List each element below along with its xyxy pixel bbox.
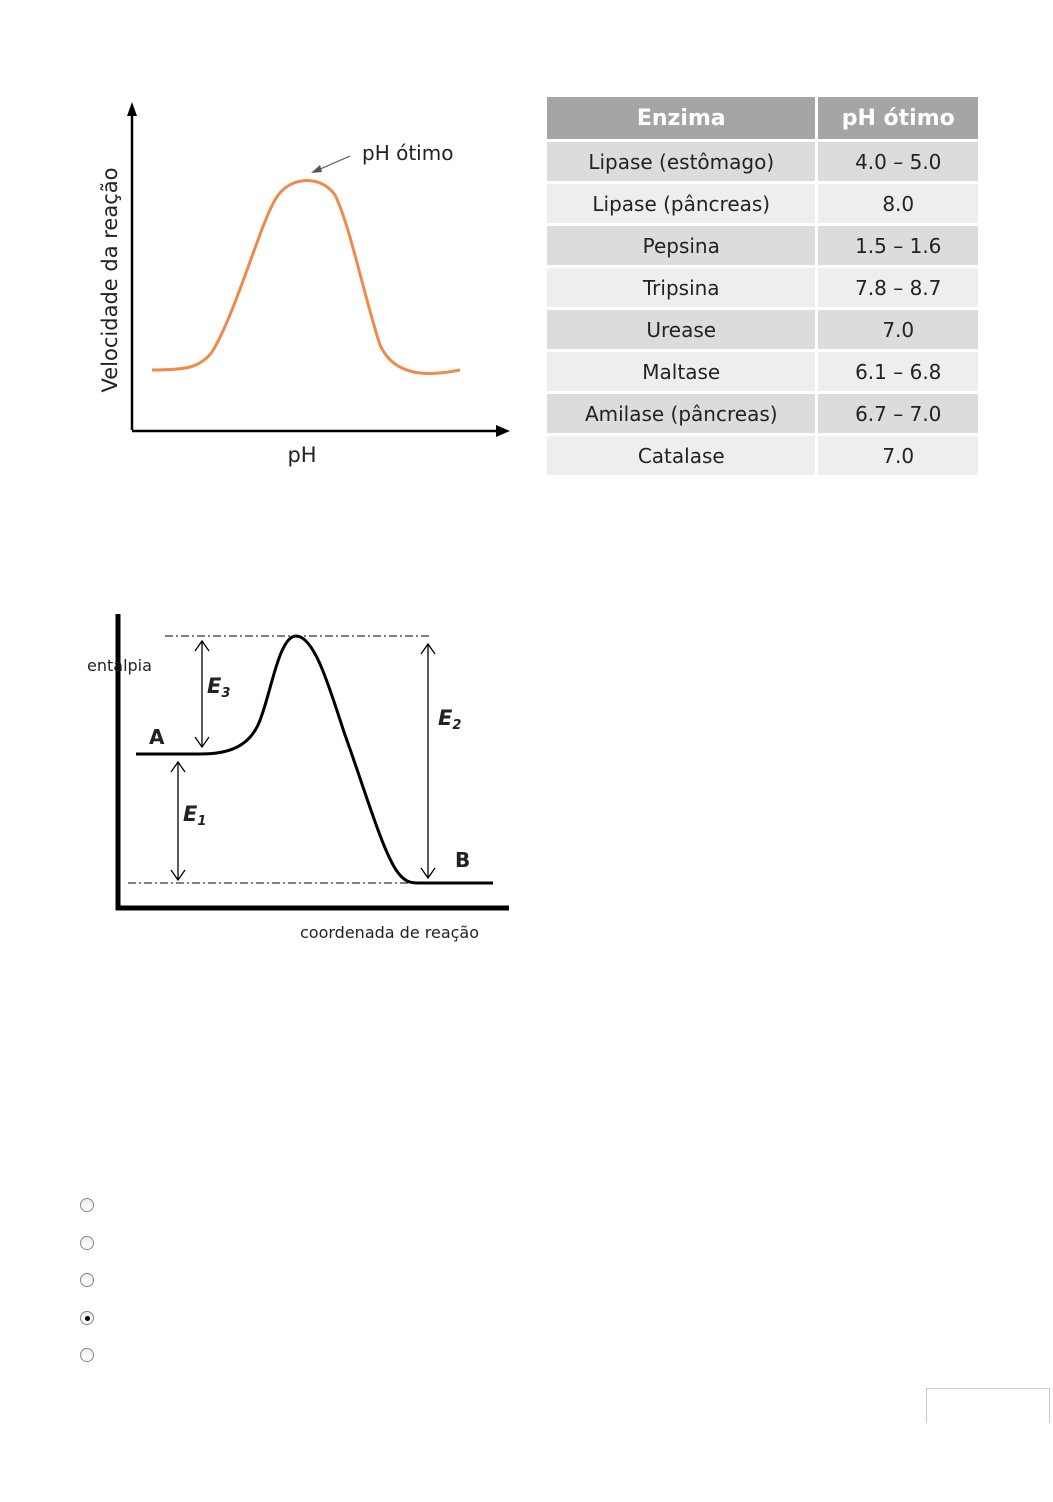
y-axis-arrow-icon [127, 102, 137, 116]
e3-label: E3 [207, 674, 230, 701]
ph-curve [151, 179, 461, 375]
x-axis-label: coordenada de reação [300, 923, 479, 942]
answer-option-a-radio[interactable] [80, 1198, 94, 1212]
answer-option-c-radio[interactable] [80, 1273, 94, 1287]
ph-cell: 7.0 [816, 308, 981, 352]
ph-cell: 1.5 – 1.6 [816, 224, 981, 268]
table-row: Urease 7.0 [547, 308, 981, 352]
ph-cell: 6.7 – 7.0 [816, 392, 981, 436]
enzyme-cell: Tripsina [547, 266, 819, 310]
header-ph: pH ótimo [816, 97, 981, 142]
table-row: Maltase 6.1 – 6.8 [547, 350, 981, 394]
e3-arrow [194, 639, 210, 749]
ph-cell: 7.0 [816, 434, 981, 478]
table-row: Amilase (pâncreas) 6.7 – 7.0 [547, 392, 981, 436]
footer-box [926, 1388, 1050, 1423]
table-row: Catalase 7.0 [547, 434, 981, 478]
enthalpy-diagram: entalpia coordenada de reação A B E3 E2 … [87, 614, 509, 942]
enzyme-cell: Urease [547, 308, 819, 352]
table-row: Lipase (pâncreas) 8.0 [547, 182, 981, 226]
table-row: Lipase (estômago) 4.0 – 5.0 [547, 140, 981, 184]
ph-optimum-label: pH ótimo [362, 141, 453, 165]
y-axis-label: entalpia [87, 656, 152, 675]
annotation-arrow [317, 155, 351, 171]
answer-option-b-radio[interactable] [80, 1236, 94, 1250]
answer-option-d-radio[interactable] [80, 1311, 94, 1325]
ph-velocity-chart: pH ótimo Velocidade da reação pH [98, 102, 510, 467]
x-axis-label: pH [287, 443, 316, 467]
header-enzyme: Enzima [547, 97, 819, 142]
e1-label: E1 [183, 802, 206, 829]
x-axis-arrow-icon [496, 425, 510, 437]
enzyme-cell: Catalase [547, 434, 819, 478]
answer-option-e-radio[interactable] [80, 1348, 94, 1362]
enzyme-cell: Amilase (pâncreas) [547, 392, 819, 436]
ph-cell: 4.0 – 5.0 [816, 140, 981, 184]
enzyme-cell: Lipase (estômago) [547, 140, 819, 184]
annotation-arrow-head-icon [311, 165, 322, 173]
enzyme-ph-table: Enzima pH ótimo Lipase (estômago) 4.0 – 5… [547, 97, 981, 478]
y-axis-label: Velocidade da reação [98, 168, 122, 393]
ph-cell: 6.1 – 6.8 [816, 350, 981, 394]
table-row: Pepsina 1.5 – 1.6 [547, 224, 981, 268]
point-a-label: A [149, 725, 165, 749]
reaction-curve [136, 634, 493, 885]
enzyme-cell: Pepsina [547, 224, 819, 268]
enzyme-cell: Maltase [547, 350, 819, 394]
ph-cell: 7.8 – 8.7 [816, 266, 981, 310]
e1-arrow [170, 760, 186, 882]
enzyme-cell: Lipase (pâncreas) [547, 182, 819, 226]
e2-arrow [420, 642, 436, 880]
e2-label: E2 [438, 706, 461, 733]
table-row: Tripsina 7.8 – 8.7 [547, 266, 981, 310]
ph-cell: 8.0 [816, 182, 981, 226]
point-b-label: B [455, 848, 470, 872]
